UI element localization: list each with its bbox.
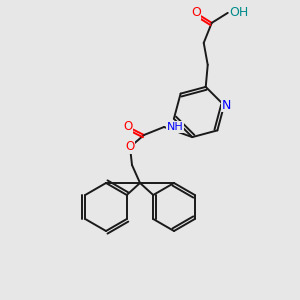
- Text: OH: OH: [230, 6, 249, 20]
- Text: NH: NH: [167, 122, 184, 132]
- Text: O: O: [191, 6, 201, 20]
- Text: O: O: [123, 121, 133, 134]
- Text: O: O: [125, 140, 135, 154]
- Text: N: N: [221, 99, 231, 112]
